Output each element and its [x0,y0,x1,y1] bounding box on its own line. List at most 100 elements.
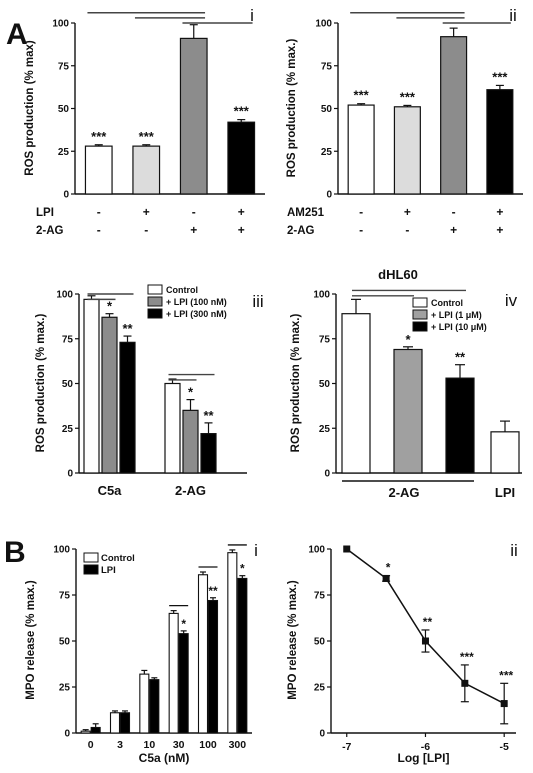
significance-stars: *** [400,89,416,104]
x-axis-label: Log [LPI] [398,751,450,765]
x-tick-label: -5 [500,741,509,753]
significance-stars: * [405,332,411,347]
x-tick-label: 10 [143,739,155,751]
panel-roman-label: i [250,6,254,25]
legend-label: Control [101,553,135,564]
factor-sign: + [404,205,411,219]
bar [83,298,100,474]
significance-stars: * [386,561,391,575]
bar [178,633,189,734]
legend-swatch [412,321,428,332]
y-tick-label: 0 [326,190,332,201]
significance-stars: *** [460,650,474,664]
bar [486,89,514,195]
y-axis-label: ROS production (% max.) [290,314,302,453]
significance-stars: *** [354,88,370,103]
chart-b-ii: 0 25 50 75 100 MPO release (% max.) -7 -6 -5 Log … [287,541,518,765]
y-tick-label: 50 [314,637,326,648]
bar [119,712,131,734]
significance-stars: ** [122,321,133,336]
category-label: C5a [98,483,123,498]
y-axis-label: MPO release (% max.) [287,580,299,700]
significance-stars: * [181,617,186,631]
x-tick-label: 300 [229,739,247,751]
bar [347,104,375,195]
y-tick-label: 25 [59,683,71,694]
significance-stars: ** [455,350,466,365]
panel-roman-label: ii [510,541,518,560]
legend-label: + LPI (1 μM) [431,310,482,320]
panel-roman-label: ii [509,6,517,25]
factor-sign: - [452,205,456,219]
x-tick-label: 0 [88,739,94,751]
x-tick-label: -7 [342,741,351,753]
y-tick-label: 50 [62,379,74,390]
y-tick-label: 50 [321,104,333,115]
y-axis-label: ROS production (% max) [24,40,36,176]
y-tick-label: 50 [58,104,70,115]
factor-sign: + [496,205,503,219]
factor-name: AM251 [287,207,325,219]
factor-sign: + [496,223,503,237]
significance-stars: *** [139,129,155,144]
y-tick-label: 0 [324,469,330,480]
factor-sign: + [190,223,197,237]
y-tick-label: 75 [59,591,71,602]
y-tick-label: 0 [64,729,70,740]
data-point [421,637,429,645]
y-tick-label: 100 [308,545,325,556]
factor-sign: - [405,223,409,237]
panel-label-a: A [6,18,28,51]
factor-sign: - [97,223,101,237]
y-tick-label: 75 [62,334,74,345]
bar [227,121,256,195]
legend-swatch [83,552,99,563]
legend-label: + LPI (100 nM) [166,297,227,307]
y-tick-label: 100 [53,545,70,556]
y-tick-label: 50 [319,379,331,390]
data-point [461,679,469,687]
bar [80,730,91,734]
factor-sign: - [359,205,363,219]
bar [90,726,101,734]
legend-swatch [412,297,428,308]
significance-stars: * [188,385,194,400]
factor-name: 2-AG [287,225,315,237]
data-point [343,545,351,553]
y-tick-label: 75 [314,591,326,602]
y-tick-label: 25 [62,424,74,435]
bar [101,316,118,474]
y-tick-label: 100 [315,19,332,30]
bar [341,313,371,474]
y-tick-label: 0 [63,190,69,201]
factor-name: 2-AG [36,225,64,237]
significance-stars: * [107,299,113,314]
y-tick-label: 0 [319,729,325,740]
y-tick-label: 50 [59,637,71,648]
y-tick-label: 25 [319,424,331,435]
bar [139,673,150,734]
panel-roman-label: iv [505,291,518,310]
legend-swatch [147,296,163,307]
bar [207,599,219,734]
y-axis-label: MPO release (% max.) [25,580,37,700]
y-tick-label: 100 [313,290,330,301]
chart-a-i: 0 25 50 75 100 ROS production (% max) *** *** **… [24,6,265,237]
panel-roman-label: iii [252,292,263,311]
chart-title: dHL60 [378,267,418,282]
legend-label: + LPI (10 μM) [431,322,487,332]
legend-swatch [147,284,163,295]
x-axis-label: C5a (nM) [139,751,190,765]
category-label: 2-AG [175,483,206,498]
chart-a-ii: 0 25 50 75 100 ROS production (% max.) *** *** *… [286,6,523,237]
x-tick-label: 3 [117,739,123,751]
bar [119,341,136,474]
x-tick-label: -6 [421,741,430,753]
x-tick-label: 100 [199,739,217,751]
bar [237,577,248,734]
y-tick-label: 0 [67,469,73,480]
y-tick-label: 75 [321,61,333,72]
y-tick-label: 25 [321,147,333,158]
